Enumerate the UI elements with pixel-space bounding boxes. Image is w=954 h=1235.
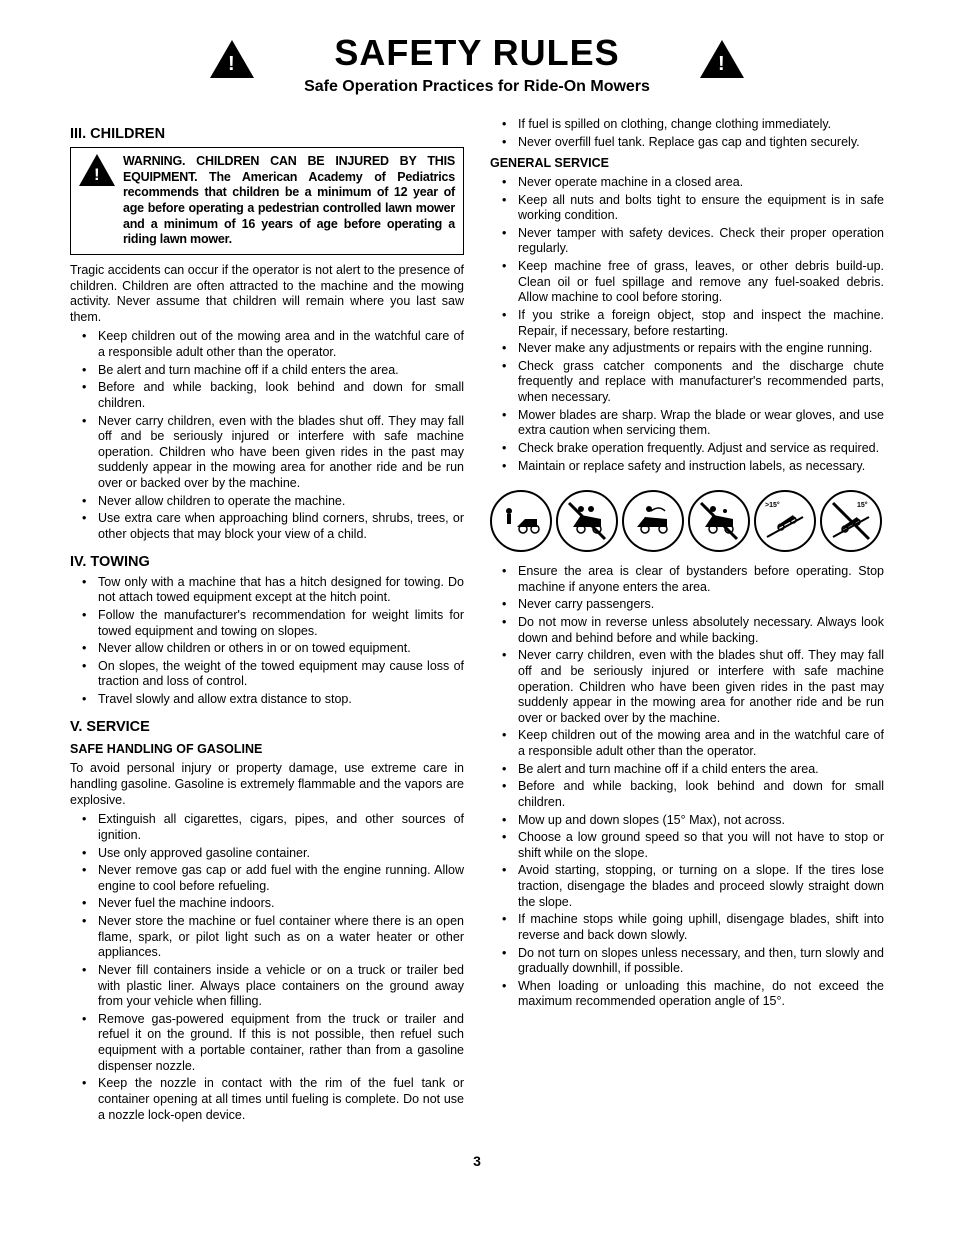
page-subtitle: Safe Operation Practices for Ride-On Mow…: [70, 77, 884, 97]
list-item: Travel slowly and allow extra distance t…: [70, 692, 464, 708]
list-item: Keep all nuts and bolts tight to ensure …: [490, 193, 884, 224]
list-item: Be alert and turn machine off if a child…: [490, 762, 884, 778]
section-5-heading: V. SERVICE: [70, 718, 464, 736]
no-children-ride-pictogram: [688, 490, 750, 552]
list-item: Never store the machine or fuel containe…: [70, 914, 464, 961]
after-pictogram-list: Ensure the area is clear of bystanders b…: [490, 564, 884, 1010]
list-item: Maintain or replace safety and instructi…: [490, 459, 884, 475]
page-number: 3: [70, 1153, 884, 1171]
section-4-list: Tow only with a machine that has a hitch…: [70, 575, 464, 708]
list-item: Mow up and down slopes (15° Max), not ac…: [490, 813, 884, 829]
list-item: Keep the nozzle in contact with the rim …: [70, 1076, 464, 1123]
warning-text: WARNING. CHILDREN CAN BE INJURED BY THIS…: [123, 154, 455, 248]
list-item: Tow only with a machine that has a hitch…: [70, 575, 464, 606]
svg-text:>15°: >15°: [765, 501, 780, 509]
list-item: If you strike a foreign object, stop and…: [490, 308, 884, 339]
list-item: Choose a low ground speed so that you wi…: [490, 830, 884, 861]
list-item: Before and while backing, look behind an…: [490, 779, 884, 810]
list-item: Check grass catcher components and the d…: [490, 359, 884, 406]
list-item: Remove gas-powered equipment from the tr…: [70, 1012, 464, 1075]
left-column: III. CHILDREN WARNING. CHILDREN CAN BE I…: [70, 115, 464, 1125]
warning-icon: [210, 40, 254, 83]
list-item: Keep machine free of grass, leaves, or o…: [490, 259, 884, 306]
section-5-list: Extinguish all cigarettes, cigars, pipes…: [70, 812, 464, 1123]
list-item: Use only approved gasoline container.: [70, 846, 464, 862]
gasoline-subheading: SAFE HANDLING OF GASOLINE: [70, 742, 464, 758]
list-item: Never allow children to operate the mach…: [70, 494, 464, 510]
general-service-heading: GENERAL SERVICE: [490, 156, 884, 172]
slope-15-pictogram: 15°: [820, 490, 882, 552]
right-column: If fuel is spilled on clothing, change c…: [490, 115, 884, 1125]
svg-text:15°: 15°: [857, 501, 868, 509]
list-item: Ensure the area is clear of bystanders b…: [490, 564, 884, 595]
list-item: Use extra care when approaching blind co…: [70, 511, 464, 542]
list-item: Never carry children, even with the blad…: [490, 648, 884, 726]
safety-pictograms: >15° 15°: [490, 490, 884, 552]
section-3-list: Keep children out of the mowing area and…: [70, 329, 464, 542]
bystander-pictogram: [490, 490, 552, 552]
list-item: Avoid starting, stopping, or turning on …: [490, 863, 884, 910]
list-item: Never carry passengers.: [490, 597, 884, 613]
general-service-list: Never operate machine in a closed area. …: [490, 175, 884, 474]
list-item: Follow the manufacturer's recommendation…: [70, 608, 464, 639]
fuel-continued-list: If fuel is spilled on clothing, change c…: [490, 117, 884, 150]
list-item: Do not mow in reverse unless absolutely …: [490, 615, 884, 646]
list-item: If fuel is spilled on clothing, change c…: [490, 117, 884, 133]
list-item: Never carry children, even with the blad…: [70, 414, 464, 492]
list-item: Never make any adjustments or repairs wi…: [490, 341, 884, 357]
section-3-heading: III. CHILDREN: [70, 125, 464, 143]
section-4-heading: IV. TOWING: [70, 553, 464, 571]
list-item: Before and while backing, look behind an…: [70, 380, 464, 411]
list-item: Never overfill fuel tank. Replace gas ca…: [490, 135, 884, 151]
list-item: Never tamper with safety devices. Check …: [490, 226, 884, 257]
list-item: Check brake operation frequently. Adjust…: [490, 441, 884, 457]
list-item: If machine stops while going uphill, dis…: [490, 912, 884, 943]
list-item: Never allow children or others in or on …: [70, 641, 464, 657]
reverse-look-pictogram: [622, 490, 684, 552]
list-item: Extinguish all cigarettes, cigars, pipes…: [70, 812, 464, 843]
list-item: Do not turn on slopes unless necessary, …: [490, 946, 884, 977]
list-item: Keep children out of the mowing area and…: [490, 728, 884, 759]
content-columns: III. CHILDREN WARNING. CHILDREN CAN BE I…: [70, 115, 884, 1125]
list-item: Never fill containers inside a vehicle o…: [70, 963, 464, 1010]
list-item: Keep children out of the mowing area and…: [70, 329, 464, 360]
list-item: On slopes, the weight of the towed equip…: [70, 659, 464, 690]
list-item: When loading or unloading this machine, …: [490, 979, 884, 1010]
list-item: Mower blades are sharp. Wrap the blade o…: [490, 408, 884, 439]
slope-up-down-pictogram: >15°: [754, 490, 816, 552]
list-item: Never remove gas cap or add fuel with th…: [70, 863, 464, 894]
warning-icon: [700, 40, 744, 83]
list-item: Never fuel the machine indoors.: [70, 896, 464, 912]
section-3-para: Tragic accidents can occur if the operat…: [70, 263, 464, 326]
children-warning-box: WARNING. CHILDREN CAN BE INJURED BY THIS…: [70, 147, 464, 255]
warning-icon: [79, 154, 115, 191]
page-title: SAFETY RULES: [70, 30, 884, 75]
no-passenger-pictogram: [556, 490, 618, 552]
list-item: Never operate machine in a closed area.: [490, 175, 884, 191]
list-item: Be alert and turn machine off if a child…: [70, 363, 464, 379]
section-5-para: To avoid personal injury or property dam…: [70, 761, 464, 808]
page-header: SAFETY RULES Safe Operation Practices fo…: [70, 30, 884, 97]
